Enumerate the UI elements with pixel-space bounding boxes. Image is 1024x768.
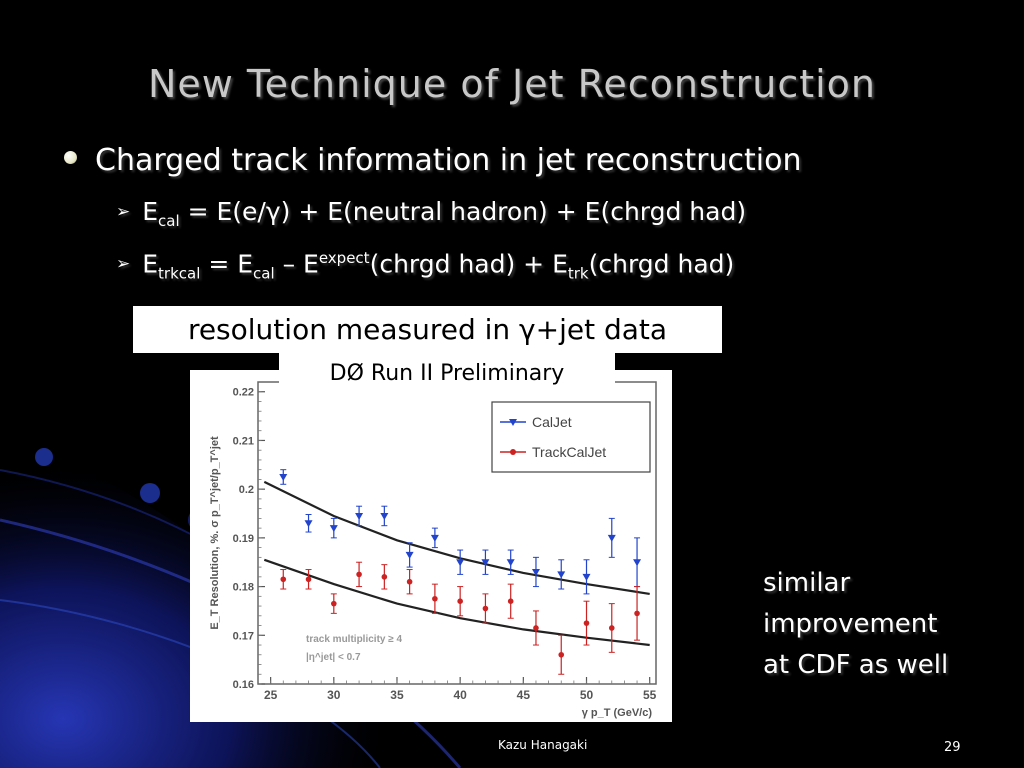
sub-bullet-etrkcal: ➢ Etrkcal = Ecal – Eexpect(chrgd had) + E… (116, 249, 734, 282)
x-tick-label: 35 (390, 688, 404, 702)
expect-sup: expect (318, 249, 370, 267)
trackcaljet-point (533, 625, 539, 631)
x-tick-label: 50 (580, 688, 594, 702)
arrow-bullet-icon: ➢ (116, 202, 131, 222)
x-tick-label: 30 (327, 688, 341, 702)
legend-label-caljet: CalJet (532, 414, 572, 430)
caljet-point (481, 559, 490, 567)
trackcaljet-point (331, 600, 337, 607)
arrow-bullet-icon: ➢ (116, 254, 131, 275)
legend-box (491, 401, 651, 473)
caljet-point (633, 559, 642, 567)
cal-sub: cal (253, 264, 275, 283)
ecal-sub: cal (158, 212, 180, 230)
etrkcal-end: (chrgd had) (588, 249, 735, 279)
slide-title: New Technique of Jet Reconstruction (147, 62, 877, 106)
trackcaljet-point (305, 576, 312, 583)
trackcaljet-point (381, 574, 388, 580)
legend-marker-caljet (509, 419, 517, 426)
caljet-point (405, 551, 414, 559)
trackcaljet-point (482, 605, 489, 612)
caljet-point (456, 559, 465, 567)
trackcaljet-point (432, 595, 438, 602)
caljet-point (506, 559, 515, 567)
trackcaljet-point (457, 598, 463, 604)
main-bullet: Charged track information in jet reconst… (64, 143, 801, 178)
plot-panel: 0.16 0.17 0.18 0.19 0.2 0.21 0.22 25 30 35 40 45 50 5… (190, 370, 672, 722)
x-tick-label: 25 (264, 688, 278, 702)
caljet-point (430, 534, 439, 542)
caljet-point (355, 512, 364, 520)
side-note: similar improvement at CDF as well (763, 563, 948, 686)
y-tick-label: 0.17 (233, 630, 254, 642)
ecal-formula: = E(e/γ) + E(neutral hadron) + E(chrgd h… (179, 197, 747, 226)
etrkcal-mid: (chrgd had) + E (369, 249, 568, 279)
caljet-point (380, 512, 389, 520)
fit-curve-caljet (263, 480, 650, 595)
bullet-dot-icon (64, 151, 77, 164)
trackcaljet-point (406, 578, 413, 585)
trackcaljet-point (507, 598, 514, 604)
caljet-point (557, 571, 566, 579)
etrkcal-eq: = E (200, 249, 254, 279)
side-note-line-3: at CDF as well (763, 650, 949, 680)
footer-author: Kazu Hanagaki (498, 738, 588, 752)
trackcaljet-point (608, 625, 615, 631)
resolution-caption: resolution measured in γ+jet data (133, 306, 722, 353)
y-tick-label: 0.22 (233, 387, 254, 399)
main-bullet-text: Charged track information in jet reconst… (95, 143, 802, 178)
resolution-chart: 0.16 0.17 0.18 0.19 0.2 0.21 0.22 25 30 35 40 45 50 5… (209, 381, 657, 719)
trkcal-sub: trkcal (158, 264, 201, 283)
x-tick-label: 45 (517, 688, 531, 702)
caljet-point (582, 573, 591, 581)
legend-marker-trackcaljet (510, 449, 516, 455)
caljet-point (329, 525, 338, 533)
y-tick-label: 0.16 (233, 679, 254, 691)
caljet-point (607, 534, 616, 542)
trackcaljet-point (356, 571, 362, 578)
caljet-point (279, 473, 288, 481)
trackcaljet-point (583, 620, 590, 626)
ecal-e: E (142, 197, 159, 226)
side-note-line-1: similar (763, 568, 851, 598)
x-axis-label: γ p_T (GeV/c) (582, 707, 653, 719)
dzero-preliminary-label: DØ Run II Preliminary (279, 353, 615, 393)
trackcaljet-point (558, 651, 565, 658)
etrkcal-minus: – E (274, 249, 319, 279)
trk-sub: trk (567, 264, 589, 283)
etrkcal-e: E (142, 249, 159, 279)
trackcaljet-point (280, 576, 287, 583)
y-tick-label: 0.21 (233, 435, 254, 447)
x-tick-label: 40 (453, 688, 467, 702)
y-tick-label: 0.2 (239, 484, 254, 496)
fit-curve-trackcaljet (263, 558, 650, 647)
annotation-track-multiplicity: track multiplicity ≥ 4 (306, 634, 403, 645)
x-tick-label: 55 (643, 688, 657, 702)
slide-number: 29 (944, 740, 961, 755)
annotation-eta-cut: |η^jet| < 0.7 (306, 652, 361, 663)
side-note-line-2: improvement (763, 609, 938, 639)
trackcaljet-point (634, 610, 640, 617)
legend-label-trackcaljet: TrackCalJet (532, 444, 606, 460)
caljet-point (531, 568, 540, 576)
sub-bullet-ecal: ➢ Ecal = E(e/γ) + E(neutral hadron) + E(c… (116, 197, 746, 230)
y-tick-label: 0.19 (233, 533, 254, 545)
y-tick-label: 0.18 (233, 582, 254, 594)
caljet-point (304, 520, 313, 528)
y-axis-label: E_T Resolution, %. σ p_T^jet/p_T^jet (209, 436, 221, 630)
